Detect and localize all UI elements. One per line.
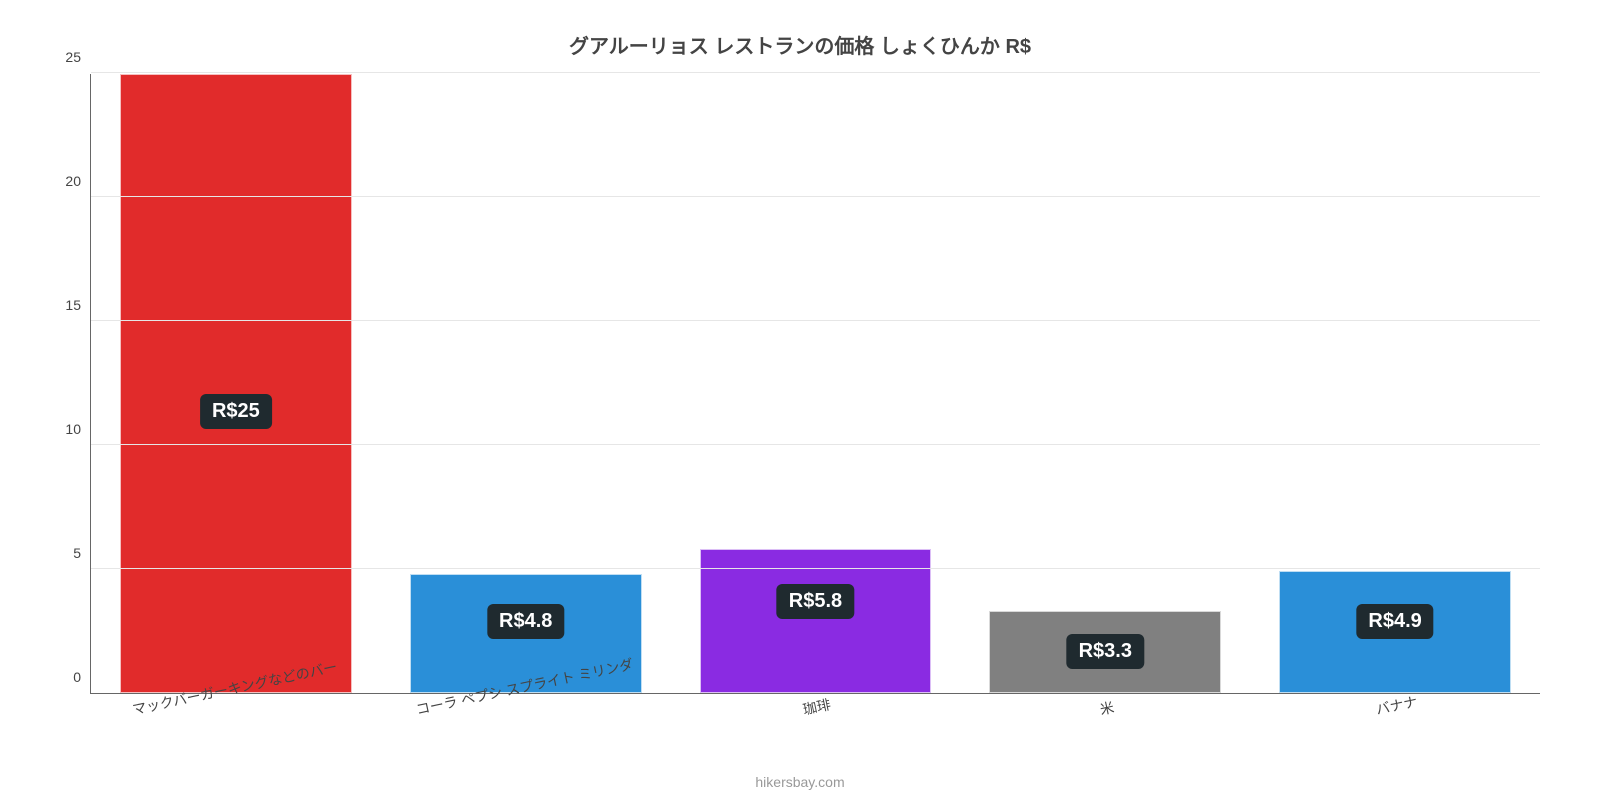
gridline: [91, 444, 1540, 445]
attribution-text: hikersbay.com: [30, 774, 1570, 790]
bar-value-label: R$4.9: [1356, 604, 1433, 639]
bar-value-label: R$4.8: [487, 604, 564, 639]
chart-title: グアルーリョス レストランの価格 しょくひんか R$: [30, 30, 1570, 59]
bar-slot: R$3.3: [960, 74, 1250, 693]
ytick-label: 0: [73, 669, 91, 685]
xlabel-slot: コーラ ペプシ スプライト ミリンダ: [380, 694, 670, 774]
chart-container: グアルーリョス レストランの価格 しょくひんか R$ R$25 R$4.8 R$5.…: [0, 0, 1600, 800]
x-axis-labels: マックバーガーキングなどのバーコーラ ペプシ スプライト ミリンダ 珈琲 米 バナナ: [90, 694, 1540, 774]
bar-slot: R$4.8: [381, 74, 671, 693]
bars-group: R$25 R$4.8 R$5.8 R$3.3 R$4.9: [91, 74, 1540, 693]
gridline: [91, 196, 1540, 197]
gridline: [91, 72, 1540, 73]
bar-value-label: R$3.3: [1067, 634, 1144, 669]
xlabel-slot: マックバーガーキングなどのバー: [90, 694, 380, 774]
bar-slot: R$4.9: [1250, 74, 1540, 693]
x-axis-category-label: 米: [1098, 697, 1116, 719]
bar-slot: R$5.8: [671, 74, 961, 693]
plot-area: R$25R$4.8R$5.8R$3.3R$4.9 0510152025: [90, 74, 1540, 694]
bar: [120, 74, 352, 693]
xlabel-slot: バナナ: [1250, 694, 1540, 774]
gridline: [91, 320, 1540, 321]
bar-value-label: R$5.8: [777, 584, 854, 619]
x-axis-category-label: バナナ: [1374, 691, 1419, 719]
ytick-label: 20: [65, 173, 91, 189]
xlabel-slot: 珈琲: [670, 694, 960, 774]
bar: [700, 549, 932, 693]
bar-value-label: R$25: [200, 394, 272, 429]
ytick-label: 5: [73, 545, 91, 561]
xlabel-slot: 米: [960, 694, 1250, 774]
x-axis-category-label: 珈琲: [801, 694, 833, 719]
ytick-label: 15: [65, 297, 91, 313]
ytick-label: 10: [65, 421, 91, 437]
ytick-label: 25: [65, 49, 91, 65]
bar-slot: R$25: [91, 74, 381, 693]
gridline: [91, 568, 1540, 569]
